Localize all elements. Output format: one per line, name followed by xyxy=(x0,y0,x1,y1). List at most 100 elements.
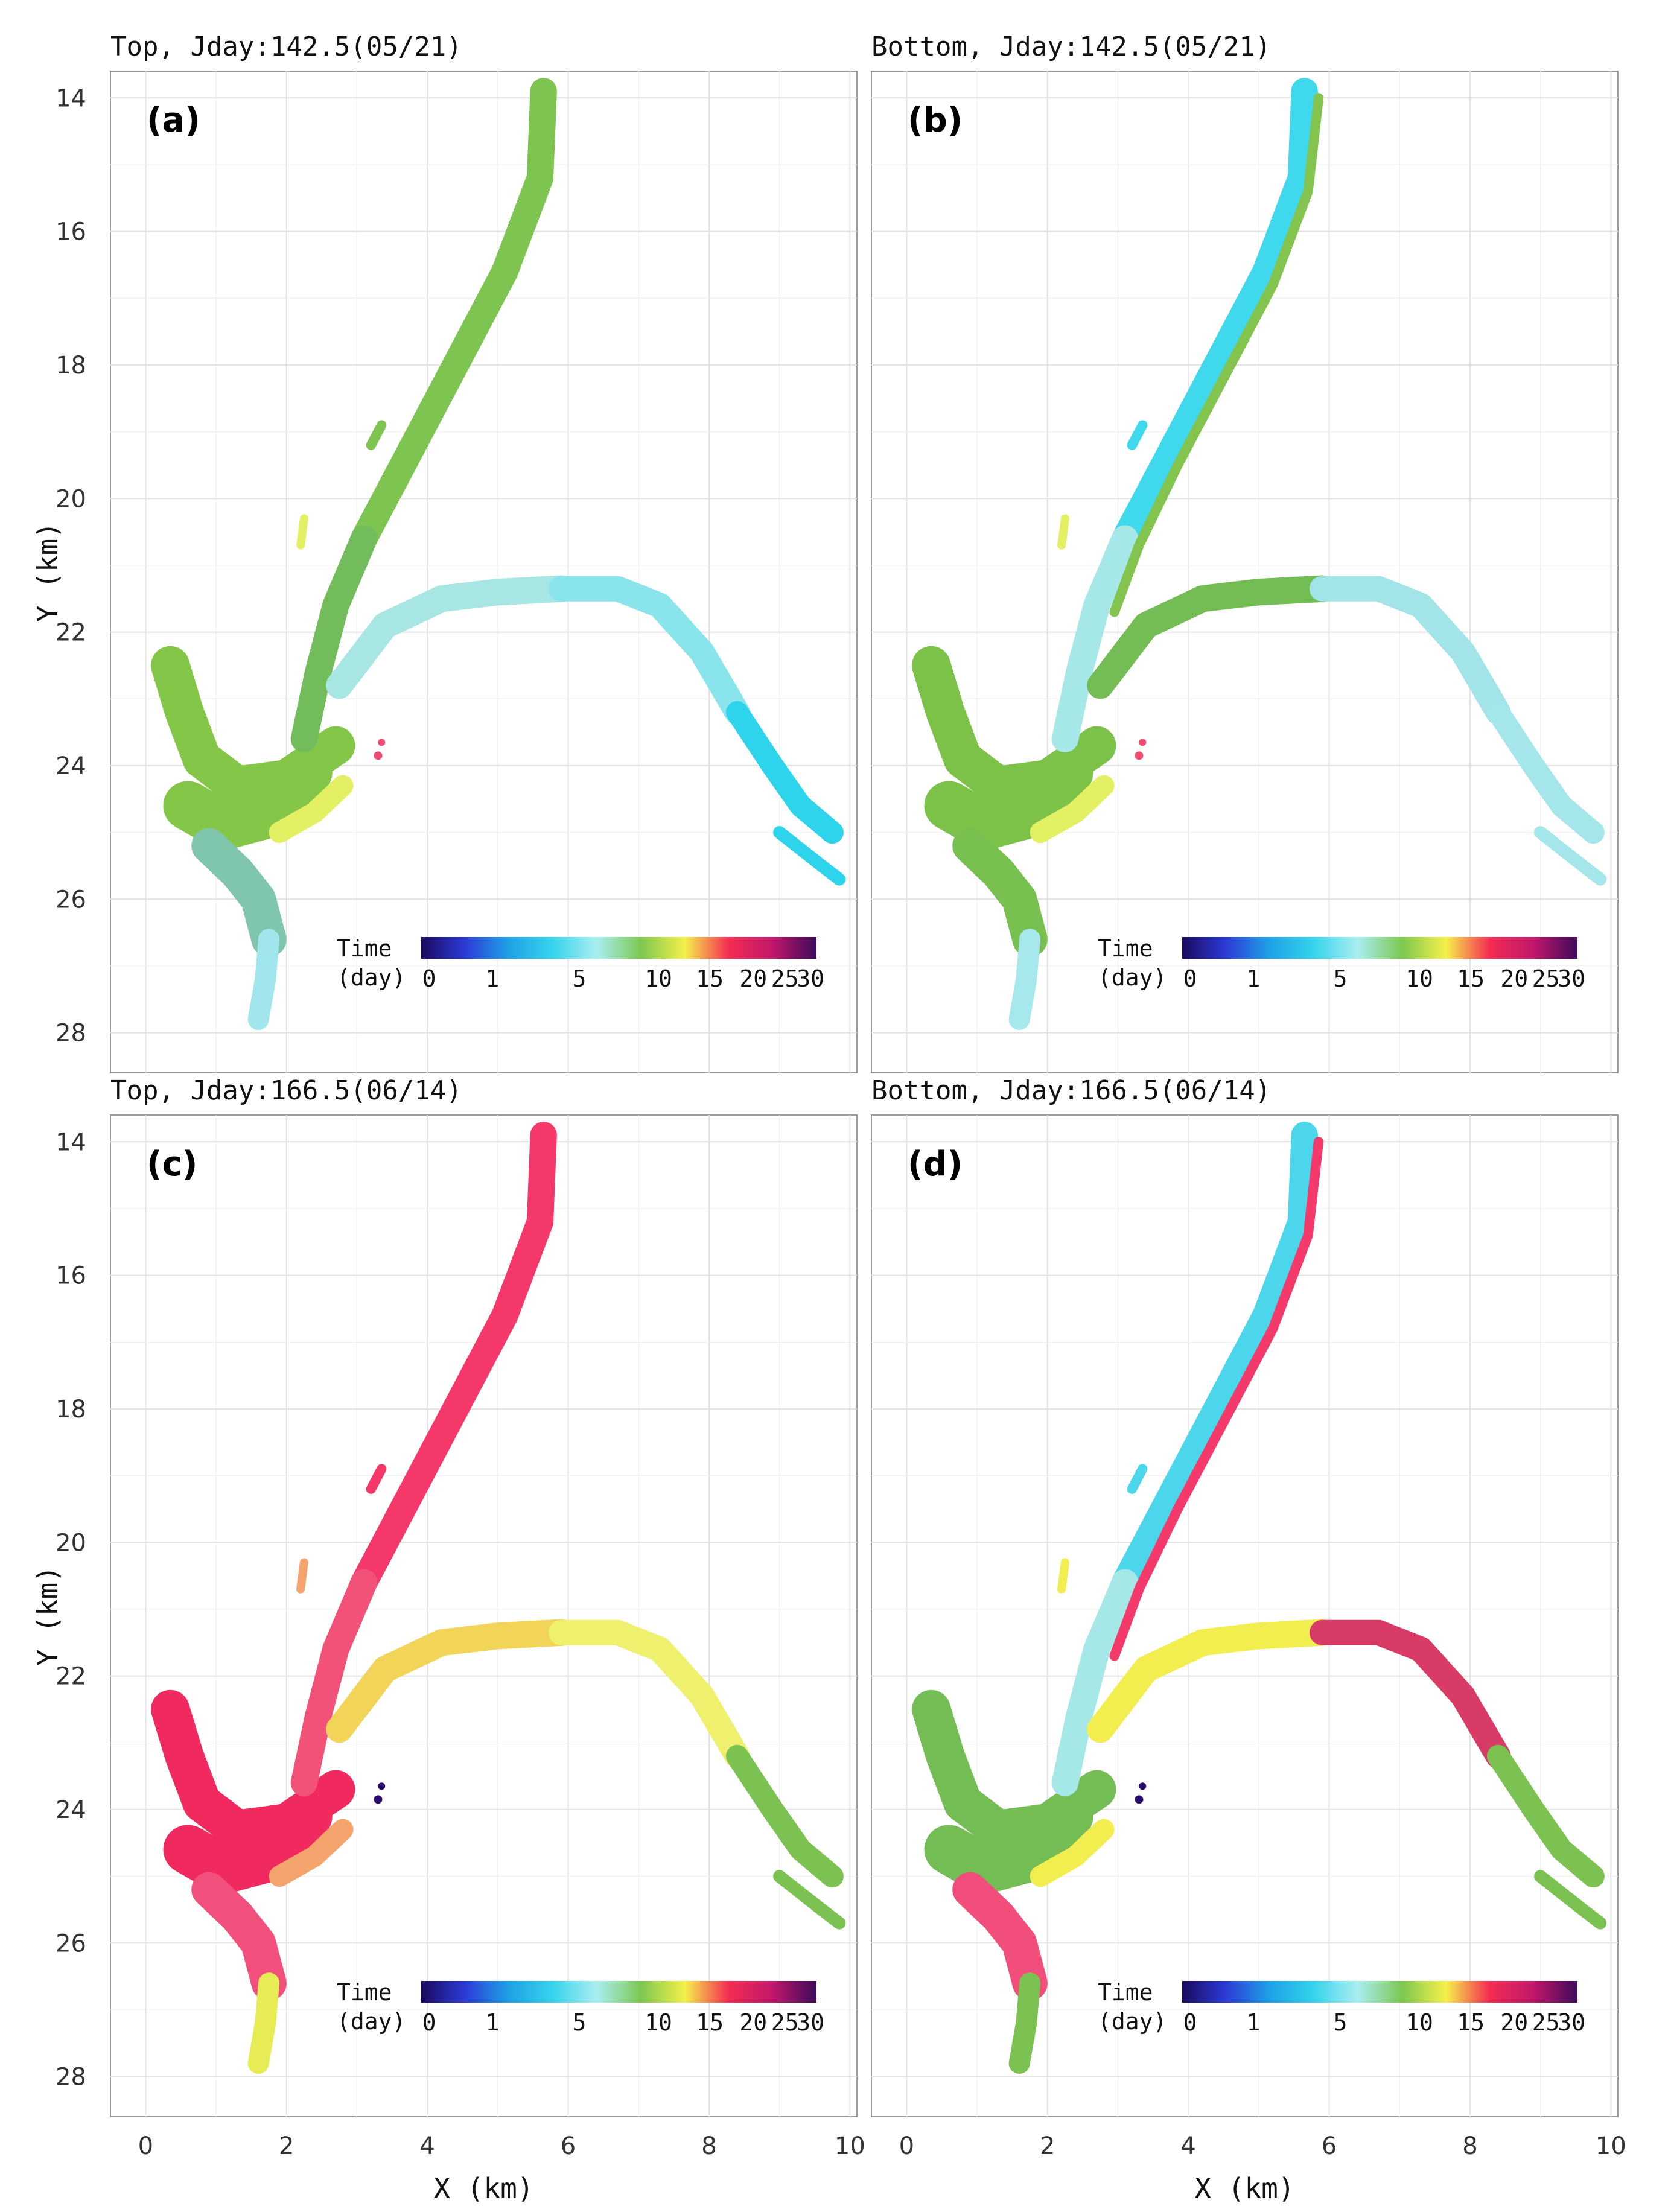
colorbar-tick-label: 30 xyxy=(1558,2009,1585,2036)
colorbar-tick-label: 25 xyxy=(1532,2009,1560,2036)
plot-frame xyxy=(110,71,858,1073)
y-tick-label: 18 xyxy=(56,352,86,380)
panel-title: Bottom, Jday:142.5(05/21) xyxy=(871,31,1271,62)
data-spot xyxy=(1135,751,1144,760)
y-axis-label: Y (km) xyxy=(31,522,64,622)
colorbar-tick-label: 25 xyxy=(1532,965,1560,992)
river-segment-south-outlet xyxy=(247,1972,280,2074)
river-segment-east-tail xyxy=(773,826,846,886)
colorbar-tick-label: 10 xyxy=(645,2009,672,2036)
y-tick-label: 24 xyxy=(56,752,86,780)
x-tick-label: 6 xyxy=(561,2132,576,2160)
colorbar-tick-label: 0 xyxy=(1183,2009,1197,2036)
colorbar-tick-label: 25 xyxy=(771,965,799,992)
colorbar xyxy=(421,1981,816,2003)
colorbar xyxy=(421,937,816,959)
y-tick-label: 28 xyxy=(56,2064,86,2091)
y-tick-label: 14 xyxy=(56,1128,86,1156)
colorbar-tick-label: 5 xyxy=(573,965,587,992)
panel-tag: (c) xyxy=(147,1145,197,1184)
y-tick-label: 26 xyxy=(56,886,86,914)
y-tick-label: 16 xyxy=(56,1262,86,1290)
y-tick-label: 20 xyxy=(56,1529,86,1557)
river-segment-south-outlet xyxy=(1008,929,1041,1030)
legend-unit: (day) xyxy=(1098,964,1167,991)
river-segment-east-tail xyxy=(1534,826,1607,886)
colorbar-tick-label: 30 xyxy=(797,965,824,992)
legend-title: Time xyxy=(337,935,392,962)
legend-unit: (day) xyxy=(1098,2008,1167,2035)
plot-frame xyxy=(110,1114,858,2117)
y-tick-label: 18 xyxy=(56,1396,86,1423)
colorbar-tick-label: 10 xyxy=(645,965,672,992)
colorbar-tick-label: 1 xyxy=(485,965,499,992)
colorbar-tick-label: 1 xyxy=(485,2009,499,2036)
y-tick-label: 16 xyxy=(56,218,86,246)
plot-frame xyxy=(871,1114,1619,2117)
river-segment-south-lower xyxy=(952,1872,1048,2001)
colorbar-tick-label: 30 xyxy=(797,2009,824,2036)
x-tick-label: 4 xyxy=(419,2132,435,2160)
legend-title: Time xyxy=(1098,1979,1153,2006)
panel-c: Top, Jday:166.5(06/14)(c)141618202224262… xyxy=(31,1075,865,2205)
river-segment-bank-patch xyxy=(1030,775,1115,844)
river-segment-south-lower xyxy=(191,1872,287,2001)
y-tick-label: 24 xyxy=(56,1796,86,1824)
colorbar-tick-label: 20 xyxy=(1500,2009,1528,2036)
river-segment-north-bank xyxy=(1109,1137,1324,1661)
y-tick-label: 26 xyxy=(56,1930,86,1957)
colorbar-tick-label: 0 xyxy=(422,965,436,992)
river-segment-north-channel xyxy=(1111,78,1318,552)
river-segment-north-lower xyxy=(290,525,378,752)
y-tick-label: 14 xyxy=(56,84,86,112)
x-tick-label: 8 xyxy=(1462,2132,1477,2160)
x-tick-label: 0 xyxy=(899,2132,914,2160)
colorbar-tick-label: 15 xyxy=(1457,2009,1485,2036)
river-segment-east-channel-mid xyxy=(1309,576,1511,725)
river-segment-east-channel-west xyxy=(326,575,575,699)
river-segment-upper-spot2 xyxy=(1127,1464,1148,1494)
river-segment-west-lobe xyxy=(924,748,1093,851)
river-segment-south-outlet xyxy=(247,929,280,1030)
river-segment-north-bank xyxy=(1109,93,1324,617)
colorbar-tick-label: 20 xyxy=(1500,965,1528,992)
river-segment-east-channel-west xyxy=(1087,1619,1336,1743)
colorbar-tick-label: 15 xyxy=(696,2009,724,2036)
colorbar-tick-label: 10 xyxy=(1405,965,1433,992)
river-segment-upper-spot xyxy=(1057,1558,1069,1594)
y-tick-label: 28 xyxy=(56,1020,86,1047)
x-tick-label: 10 xyxy=(835,2132,865,2160)
river-segment-north-channel xyxy=(1111,1122,1318,1596)
river-segment-upper-spot2 xyxy=(1127,420,1148,450)
river-segment-bank-patch xyxy=(269,1819,354,1887)
plot-frame xyxy=(871,71,1619,1073)
river-segment-upper-spot2 xyxy=(366,1464,387,1494)
panel-title: Bottom, Jday:166.5(06/14) xyxy=(871,1075,1271,1106)
river-segment-bank-patch xyxy=(1030,1819,1115,1887)
colorbar-tick-label: 20 xyxy=(739,2009,767,2036)
river-segment-south-lower xyxy=(191,828,287,957)
river-segment-south-outlet xyxy=(1008,1972,1041,2074)
river-segment-north-lower xyxy=(1051,1569,1139,1796)
x-tick-label: 0 xyxy=(138,2132,153,2160)
panel-title: Top, Jday:166.5(06/14) xyxy=(110,1075,462,1106)
river-segment-west-lobe xyxy=(163,748,333,851)
colorbar-tick-label: 5 xyxy=(573,2009,587,2036)
river-segment-south-lower xyxy=(952,828,1048,957)
legend-title: Time xyxy=(1098,935,1153,962)
data-spot xyxy=(378,1782,386,1790)
colorbar-tick-label: 15 xyxy=(1457,965,1485,992)
panel-title: Top, Jday:142.5(05/21) xyxy=(110,31,462,62)
river-segment-upper-spot xyxy=(296,514,308,550)
river-segment-east-tail xyxy=(773,1870,846,1930)
river-segment-north-channel xyxy=(350,1122,557,1596)
panel-b: Bottom, Jday:142.5(05/21)(b)Time(day) 0 1 5… xyxy=(871,31,1619,1073)
y-axis-label: Y (km) xyxy=(31,1566,64,1666)
river-segment-upper-spot2 xyxy=(366,420,387,450)
y-tick-label: 22 xyxy=(56,1663,86,1691)
x-tick-label: 4 xyxy=(1180,2132,1195,2160)
river-segment-bank-patch xyxy=(269,775,354,844)
